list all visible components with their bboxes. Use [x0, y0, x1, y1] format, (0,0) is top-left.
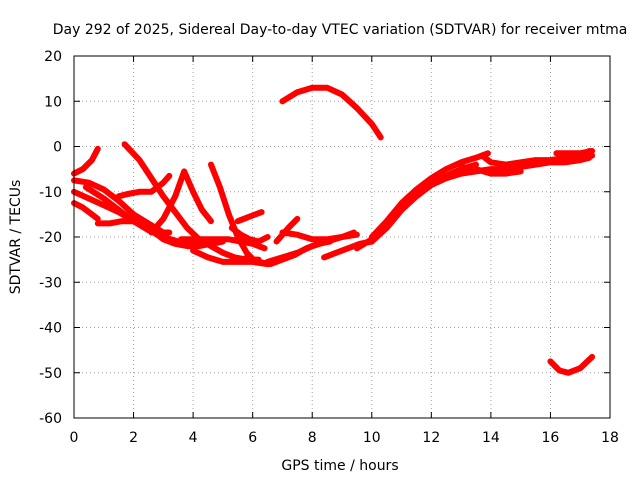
- y-tick-label: 20: [44, 49, 62, 65]
- x-tick-label: 8: [308, 430, 317, 446]
- series-line-arc-04: [71, 200, 101, 222]
- series-line-arc-08: [121, 141, 262, 263]
- y-tick-label: -10: [39, 185, 62, 201]
- series-line-arc-19: [279, 229, 357, 243]
- series-line-arc-10: [148, 168, 214, 236]
- series-line-arc-07: [115, 172, 173, 200]
- axis-ticks: 0 2 4 6 8 10 12 14 16 18 -60 -50 -40 -30 -20 -10 0 10 20: [39, 49, 619, 446]
- series-line-arc-15: [234, 209, 265, 225]
- x-tick-label: 18: [601, 430, 619, 446]
- series-line-arc-28: [553, 148, 596, 157]
- series-line-arc-27: [511, 152, 596, 170]
- y-tick-label: -30: [39, 275, 62, 291]
- series-line-arc-20: [279, 84, 384, 141]
- x-tick-label: 10: [363, 430, 381, 446]
- series-line-arc-05: [82, 184, 211, 247]
- x-tick-label: 6: [248, 430, 257, 446]
- plot-frame: [73, 55, 611, 419]
- series-line-arc-14: [228, 224, 271, 245]
- series-line-arc-11: [178, 236, 268, 252]
- series-line-arc-25: [458, 163, 524, 177]
- y-tick-label: -40: [39, 321, 62, 337]
- series-line-arc-01: [71, 145, 101, 177]
- series-line-arc-09: [148, 227, 226, 250]
- series-line-arc-29: [547, 353, 596, 376]
- x-tick-label: 16: [542, 430, 560, 446]
- chart-title: Day 292 of 2025, Sidereal Day-to-day VTE…: [53, 22, 628, 38]
- x-tick-label: 0: [70, 430, 79, 446]
- y-tick-label: -60: [39, 411, 62, 427]
- series-line-arc-06: [94, 218, 137, 227]
- x-tick-label: 14: [482, 430, 500, 446]
- series-line-arc-02: [71, 177, 173, 236]
- y-tick-label: -50: [39, 366, 62, 382]
- x-tick-label: 2: [129, 430, 138, 446]
- series-group: [71, 84, 596, 376]
- y-tick-label: -20: [39, 230, 62, 246]
- x-tick-label: 12: [422, 430, 440, 446]
- y-tick-label: 10: [44, 94, 62, 110]
- series-line-arc-23: [368, 150, 491, 240]
- x-tick-label: 4: [189, 430, 198, 446]
- series-line-arc-18: [273, 215, 301, 245]
- x-axis-title: GPS time / hours: [281, 458, 398, 474]
- y-tick-label: 0: [53, 140, 62, 156]
- y-axis-title: SDTVAR / TECUs: [8, 180, 24, 295]
